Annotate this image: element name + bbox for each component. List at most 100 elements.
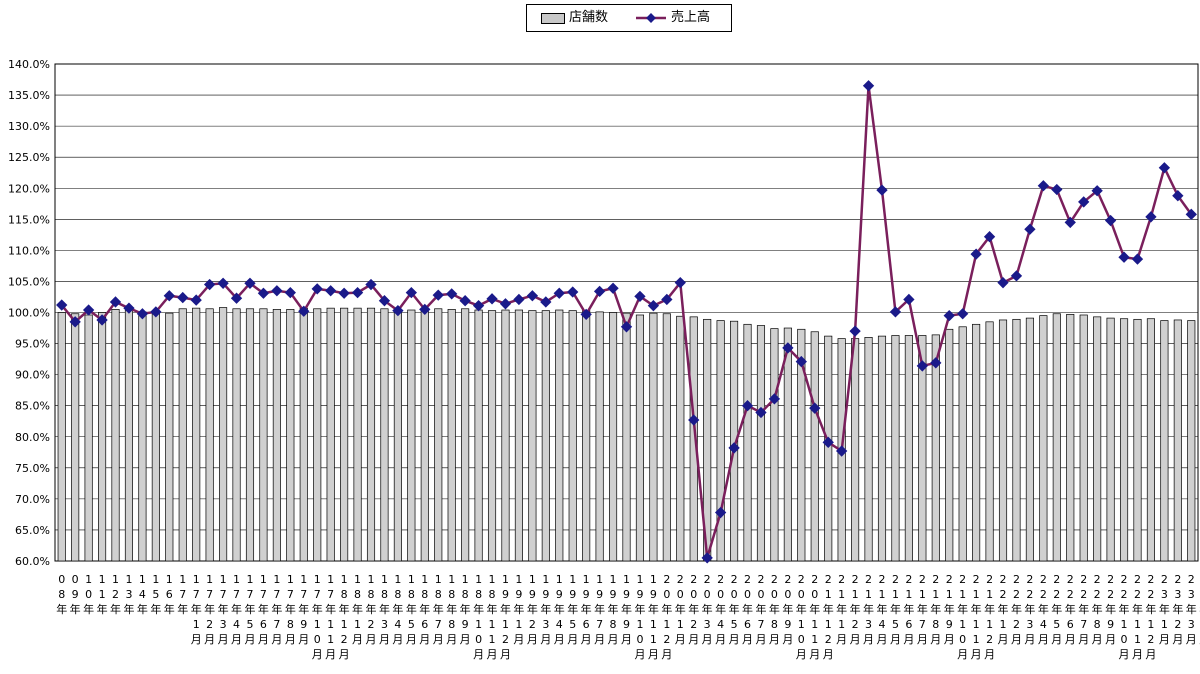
x-tick-label: 年 <box>930 602 941 616</box>
x-tick-label: 2 <box>757 573 764 586</box>
x-tick-label: 月 <box>634 648 645 661</box>
x-tick-label: 2 <box>112 588 119 601</box>
x-tick-label: 年 <box>419 602 430 616</box>
x-tick-label: 2 <box>1026 573 1033 586</box>
x-tick-label: 8 <box>932 618 939 631</box>
marker-sales <box>513 293 525 306</box>
x-tick-label: 1 <box>650 633 657 646</box>
x-tick-label: 8 <box>489 588 496 601</box>
x-tick-label: 2 <box>986 573 993 586</box>
x-tick-label: 2 <box>1040 573 1047 586</box>
x-tick-label: 1 <box>959 618 966 631</box>
x-tick-label: 7 <box>1080 618 1087 631</box>
x-tick-label: 3 <box>220 618 227 631</box>
x-tick-label: 1 <box>85 573 92 586</box>
x-tick-label: 年 <box>70 602 81 616</box>
bar-stores <box>904 335 913 562</box>
x-tick-label: 1 <box>986 588 993 601</box>
x-tick-label: 年 <box>755 602 766 616</box>
x-tick-label: 0 <box>798 588 805 601</box>
x-tick-label: 年 <box>661 602 672 616</box>
x-tick-label: 8 <box>381 588 388 601</box>
x-tick-label: 年 <box>863 602 874 616</box>
x-tick-label: 月 <box>1065 633 1076 646</box>
x-tick-label: 1 <box>408 573 415 586</box>
bar-stores <box>985 321 994 562</box>
x-tick-label: 1 <box>475 618 482 631</box>
x-tick-label: 9 <box>623 588 630 601</box>
x-tick-label: 月 <box>648 648 659 661</box>
legend-label-sales: 売上高 <box>671 10 711 25</box>
x-tick-label: 月 <box>218 633 229 646</box>
x-tick-label: 7 <box>233 588 240 601</box>
x-tick-label: 1 <box>327 633 334 646</box>
x-tick-label: 2 <box>663 633 670 646</box>
x-tick-label: 2 <box>1094 588 1101 601</box>
x-tick-label: 9 <box>462 618 469 631</box>
x-tick-label: 8 <box>610 618 617 631</box>
x-tick-label: 1 <box>381 573 388 586</box>
x-tick-label: 月 <box>554 633 565 646</box>
y-tick-label: 85.0% <box>15 400 50 413</box>
bar-stores <box>420 308 429 562</box>
x-tick-label: 2 <box>368 618 375 631</box>
x-tick-label: 7 <box>179 588 186 601</box>
x-tick-label: 2 <box>1134 588 1141 601</box>
bar-stores <box>662 313 671 562</box>
bar-stores <box>864 337 873 562</box>
marker-sales <box>567 286 579 298</box>
marker-sales <box>983 231 996 243</box>
bar-stores <box>57 312 66 562</box>
x-tick-label: 月 <box>903 633 914 646</box>
marker-sales <box>311 283 323 295</box>
x-tick-label: 月 <box>971 648 982 661</box>
bar-stores <box>1025 317 1034 562</box>
x-tick-label: 年 <box>271 602 282 616</box>
bar-stores <box>272 309 281 562</box>
bar-stores <box>1052 313 1061 562</box>
x-tick-label: 2 <box>892 573 899 586</box>
x-tick-label: 1 <box>1000 618 1007 631</box>
marker-sales <box>271 285 283 297</box>
x-tick-label: 7 <box>300 588 307 601</box>
x-tick-label: 0 <box>757 588 764 601</box>
marker-sales <box>1010 270 1023 282</box>
x-tick-label: 1 <box>905 588 912 601</box>
x-tick-label: 月 <box>1172 633 1183 646</box>
x-tick-label: 1 <box>973 618 980 631</box>
x-tick-label: 月 <box>729 633 740 646</box>
x-tick-label: 2 <box>502 633 509 646</box>
x-tick-label: 月 <box>863 633 874 646</box>
x-tick-label: 月 <box>473 648 484 661</box>
x-tick-label: 2 <box>1013 588 1020 601</box>
marker-sales <box>351 286 364 299</box>
x-tick-label: 9 <box>623 618 630 631</box>
x-tick-label: 1 <box>489 618 496 631</box>
bar-stores <box>366 307 376 562</box>
x-tick-label: 月 <box>809 648 820 661</box>
x-tick-label: 月 <box>312 648 323 661</box>
x-tick-label: 月 <box>339 648 350 661</box>
x-tick-label: 月 <box>836 633 847 646</box>
x-tick-label: 3 <box>1174 588 1181 601</box>
x-tick-label: 9 <box>72 588 79 601</box>
bar-stores <box>783 327 792 562</box>
marker-sales <box>862 80 875 92</box>
bar-stores <box>138 311 147 562</box>
x-tick-label: 月 <box>379 633 390 646</box>
bar-stores <box>393 309 402 562</box>
x-tick-label: 1 <box>233 573 240 586</box>
x-tick-label: 1 <box>932 588 939 601</box>
marker-sales <box>459 295 471 307</box>
x-tick-label: 年 <box>1065 602 1076 616</box>
x-tick-label: 月 <box>352 633 363 646</box>
x-tick-label: 月 <box>1038 633 1049 646</box>
x-tick-label: 7 <box>246 588 253 601</box>
x-tick-label: 2 <box>1161 573 1168 586</box>
x-tick-label: 2 <box>690 573 697 586</box>
x-tick-label: 1 <box>300 573 307 586</box>
x-tick-label: 0 <box>717 588 724 601</box>
x-tick-label: 年 <box>998 602 1009 616</box>
x-tick-label: 4 <box>233 618 240 631</box>
x-tick-label: 月 <box>930 633 941 646</box>
